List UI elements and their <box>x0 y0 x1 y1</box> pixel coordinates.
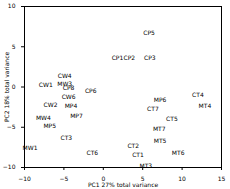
svg-text:CT7: CT7 <box>147 105 159 112</box>
svg-text:MT6: MT6 <box>172 149 185 156</box>
svg-text:CT6: CT6 <box>86 149 98 156</box>
svg-text:CT5: CT5 <box>166 115 178 122</box>
svg-text:CP1: CP1 <box>112 54 124 61</box>
svg-text:−5: −5 <box>59 175 68 182</box>
svg-text:CT3: CT3 <box>60 134 72 141</box>
svg-text:MP7: MP7 <box>70 112 83 119</box>
svg-text:5: 5 <box>140 174 145 182</box>
svg-text:CW4: CW4 <box>58 72 72 79</box>
svg-text:10: 10 <box>178 175 186 182</box>
svg-text:CP8: CP8 <box>63 84 75 91</box>
svg-text:PC2 18% total variance: PC2 18% total variance <box>3 52 10 123</box>
svg-text:5: 5 <box>12 43 16 50</box>
svg-text:CW1: CW1 <box>39 81 53 88</box>
svg-text:MP4: MP4 <box>65 102 78 109</box>
svg-text:15: 15 <box>218 175 226 182</box>
svg-text:PC1 27% total variance: PC1 27% total variance <box>88 181 159 188</box>
svg-text:CP2: CP2 <box>123 54 135 61</box>
svg-text:−10: −10 <box>3 163 16 170</box>
svg-text:CP3: CP3 <box>144 54 156 61</box>
svg-text:CP6: CP6 <box>85 87 97 94</box>
svg-text:CT1: CT1 <box>132 151 144 158</box>
svg-text:MT7: MT7 <box>153 125 166 132</box>
svg-text:0: 0 <box>12 83 16 90</box>
svg-text:CP5: CP5 <box>143 29 155 36</box>
svg-text:−5: −5 <box>7 123 16 130</box>
svg-text:MP6: MP6 <box>154 96 167 103</box>
svg-text:MW4: MW4 <box>36 114 51 121</box>
svg-text:0: 0 <box>101 174 106 182</box>
svg-text:MT3: MT3 <box>140 162 153 169</box>
svg-text:MP5: MP5 <box>43 122 56 129</box>
svg-text:CT2: CT2 <box>127 142 139 149</box>
svg-text:CT4: CT4 <box>192 91 204 98</box>
svg-text:−10: −10 <box>18 175 31 182</box>
svg-text:MT4: MT4 <box>199 102 212 109</box>
svg-text:10: 10 <box>8 2 16 9</box>
svg-text:MW1: MW1 <box>23 144 38 151</box>
svg-text:MT5: MT5 <box>154 137 167 144</box>
svg-text:CW2: CW2 <box>44 101 58 108</box>
svg-text:CW6: CW6 <box>62 93 76 100</box>
